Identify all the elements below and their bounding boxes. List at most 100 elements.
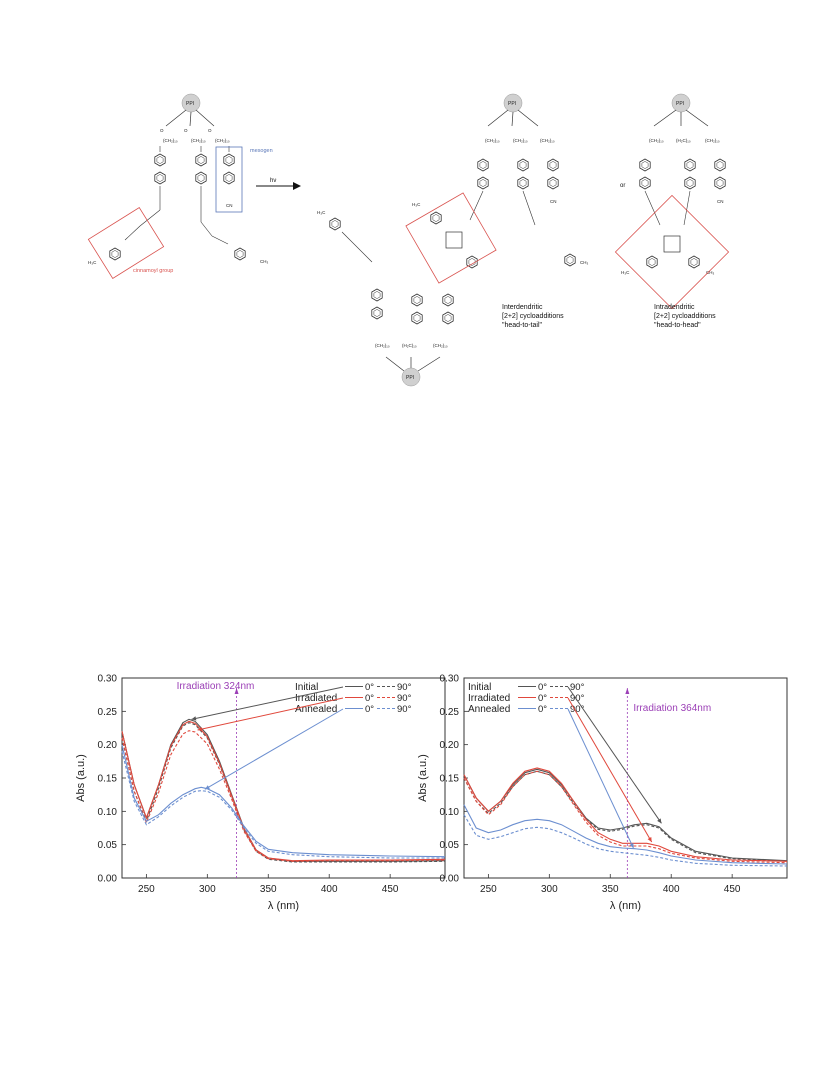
inter-caption-line2: [2+2] cycloadditions (502, 313, 564, 320)
series-line-initial-solid (121, 718, 446, 862)
pointer-arrowhead (191, 716, 197, 721)
legend-solid-label: 0° (365, 693, 374, 704)
x-tick-label: 300 (199, 884, 216, 895)
x-tick-label: 450 (724, 884, 741, 895)
pointer-arrow (204, 708, 344, 790)
series-line-annealed-solid (121, 744, 446, 858)
ppi-core-label: PPI (406, 375, 414, 381)
pointer-arrowhead (629, 843, 634, 848)
mesogen-label: mesogen (250, 148, 273, 154)
nme2-label: CH₃ (706, 270, 714, 275)
urethane-o: O (184, 128, 188, 133)
nme2-label: CH₃ (260, 259, 268, 264)
urethane-o: O (208, 128, 212, 133)
spacer-label: (CH₂)₁₀ (163, 138, 178, 143)
y-tick-label: 0.10 (440, 807, 460, 818)
uv-vis-chart-left: 0.00 0.05 0.10 0.15 0.20 0.25 0.30 250 300 350 400… (75, 674, 446, 912)
spacer-label: (CH₂)₁₀ (705, 138, 720, 143)
pointer-arrow (567, 697, 653, 843)
pointer-arrow (567, 686, 662, 824)
x-tick-label: 350 (260, 884, 277, 895)
y-axis-label: Abs (a.u.) (75, 754, 87, 802)
intra-caption-line2: [2+2] cycloadditions (654, 313, 716, 320)
series-line-irradiated-solid (463, 767, 788, 862)
legend-label: Initial (468, 682, 491, 693)
urethane-o: O (160, 128, 164, 133)
legend-label: Irradiated (295, 693, 337, 704)
pointer-arrow (567, 708, 634, 849)
legend-dashed-label: 90° (570, 682, 585, 693)
y-tick-label: 0.05 (98, 840, 118, 851)
starting-dendron: PPI O O O (CH₂)₁₀ (CH₂)₁₀ (CH₂)₁₀ CN mes… (87, 93, 273, 279)
x-tick-label: 250 (138, 884, 155, 895)
spacer-label: (H₂C)₁₀ (676, 138, 691, 143)
irradiation-arrow (625, 688, 630, 694)
x-axis-label: λ (nm) (610, 900, 641, 912)
spacer-label: (CH₂)₁₀ (485, 138, 500, 143)
x-tick-label: 350 (602, 884, 619, 895)
intra-caption-line1: Intradendritic (654, 304, 695, 311)
pointer-arrow (197, 697, 344, 731)
spacer-label: (H₂C)₁₀ (402, 343, 417, 348)
series-line-irradiated-solid (121, 720, 446, 862)
legend-solid-label: 0° (365, 682, 374, 693)
ppi-core-label: PPI (676, 101, 684, 107)
spacer-label: (CH₂)₁₀ (649, 138, 664, 143)
y-tick-label: 0.10 (98, 807, 118, 818)
nme2-label: H₃C (317, 210, 326, 215)
or-label: or (620, 183, 625, 189)
y-tick-label: 0.05 (440, 840, 460, 851)
legend-label: Irradiated (468, 693, 510, 704)
nme2-label: H₃C (88, 260, 97, 265)
cinnamoyl-box (87, 207, 165, 279)
interdendritic-product: PPI (CH₂)₁₀ (CH₂)₁₀ (CH₂)₁₀ CN CH₃ H₃C H… (317, 93, 588, 387)
y-tick-label: 0.00 (98, 874, 118, 885)
cyano-label: CN (717, 199, 724, 204)
pointer-arrowhead (647, 837, 652, 842)
y-tick-label: 0.15 (440, 774, 460, 785)
legend-dashed-label: 90° (397, 704, 412, 715)
y-tick-label: 0.30 (440, 674, 460, 685)
y-tick-label: 0.20 (98, 740, 118, 751)
cyano-label: CN (226, 203, 233, 208)
y-tick-label: 0.25 (98, 707, 118, 718)
cyclobutane-box (614, 194, 730, 310)
series-line-annealed-solid (463, 804, 788, 865)
pointer-arrowhead (657, 818, 662, 824)
legend-solid-label: 0° (365, 704, 374, 715)
legend-label: Annealed (295, 704, 337, 715)
spacer-label: (CH₂)₁₀ (513, 138, 528, 143)
legend-dashed-label: 90° (570, 704, 585, 715)
irradiation-annotation: Irradiation 324nm (177, 681, 255, 692)
irradiation-annotation: Irradiation 364nm (633, 703, 711, 714)
series-line-annealed-dashed (121, 751, 445, 859)
intradendritic-product: PPI (CH₂)₁₀ (H₂C)₁₀ (CH₂)₁₀ CN H₃C CH₃ I… (614, 93, 730, 329)
ppi-core (401, 367, 421, 387)
ppi-core-label: PPI (508, 101, 516, 107)
x-tick-label: 250 (480, 884, 497, 895)
x-axis-label: λ (nm) (268, 900, 299, 912)
legend-label: Initial (295, 682, 318, 693)
legend-dashed-label: 90° (397, 682, 412, 693)
legend-dashed-label: 90° (570, 693, 585, 704)
series-line-irradiated-dashed (463, 770, 788, 864)
y-axis-label: Abs (a.u.) (417, 754, 429, 802)
series-line-irradiated-dashed (121, 730, 446, 862)
cinnamoyl-label: cinnamoyl group (133, 268, 173, 274)
reaction-scheme: PPI O O O (CH₂)₁₀ (CH₂)₁₀ (CH₂)₁₀ CN mes… (87, 93, 730, 387)
cyclobutane-box (405, 192, 497, 284)
y-tick-label: 0.30 (98, 674, 118, 685)
y-tick-label: 0.25 (440, 707, 460, 718)
inter-caption-line1: Interdendritic (502, 304, 543, 311)
mesogen-box (215, 146, 243, 213)
pointer-arrowhead (197, 726, 203, 732)
hv-label: hν (270, 178, 276, 184)
spacer-label: (CH₂)₁₀ (191, 138, 206, 143)
series-line-initial-dashed (463, 770, 788, 862)
y-tick-label: 0.20 (440, 740, 460, 751)
nme2-label: H₃C (412, 202, 421, 207)
spacer-label: (CH₂)₁₀ (215, 138, 230, 143)
x-tick-label: 450 (382, 884, 399, 895)
x-tick-label: 400 (663, 884, 680, 895)
legend-solid-label: 0° (538, 704, 547, 715)
